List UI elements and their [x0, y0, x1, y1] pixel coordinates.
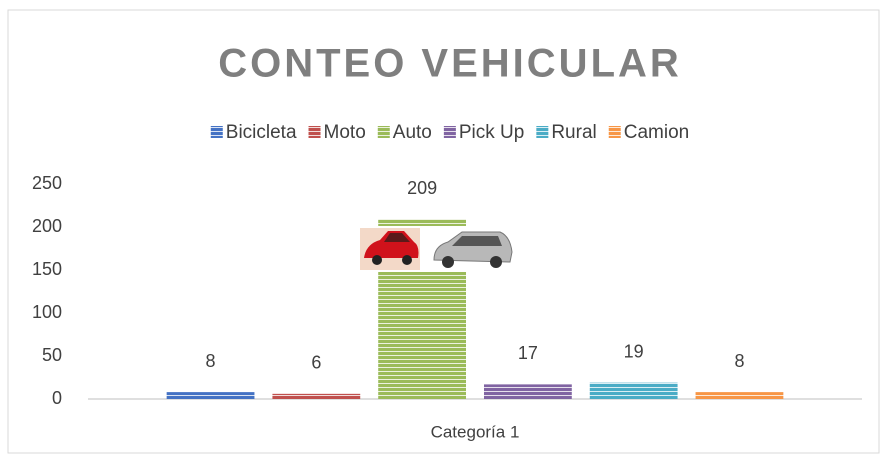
bar [696, 392, 784, 399]
legend-label: Moto [324, 122, 366, 143]
legend-label: Rural [551, 122, 596, 143]
bar [590, 383, 678, 399]
chart-title: CONTEO VEHICULAR [218, 42, 682, 86]
legend-swatch [378, 126, 390, 138]
wheel [442, 256, 454, 268]
legend-label: Bicicleta [226, 122, 297, 143]
value-label: 8 [734, 351, 744, 371]
y-tick-label: 150 [32, 259, 62, 279]
y-tick-label: 250 [32, 173, 62, 193]
value-label: 209 [407, 178, 437, 198]
legend-label: Pick Up [459, 122, 524, 143]
x-tick-label: Categoría 1 [431, 422, 520, 441]
value-label: 19 [624, 341, 644, 361]
value-label: 8 [206, 351, 216, 371]
bar [167, 392, 255, 399]
legend-swatch [609, 126, 621, 138]
wheel [490, 256, 502, 268]
value-label: 6 [311, 353, 321, 373]
bar [484, 384, 572, 399]
car-images [360, 226, 516, 272]
legend-label: Auto [393, 122, 432, 143]
y-tick-label: 100 [32, 302, 62, 322]
value-label: 17 [518, 343, 538, 363]
chart: CONTEO VEHICULAR Bicicleta Moto Auto Pick U… [0, 0, 880, 454]
legend-swatch [211, 126, 223, 138]
wheel [372, 255, 382, 265]
legend-label: Camion [624, 122, 689, 143]
y-tick-label: 0 [52, 388, 62, 408]
y-tick-label: 200 [32, 216, 62, 236]
y-tick-label: 50 [42, 345, 62, 365]
legend-swatch [444, 126, 456, 138]
legend-swatch [309, 126, 321, 138]
wheel [402, 255, 412, 265]
legend-swatch [536, 126, 548, 138]
bar [272, 394, 360, 399]
